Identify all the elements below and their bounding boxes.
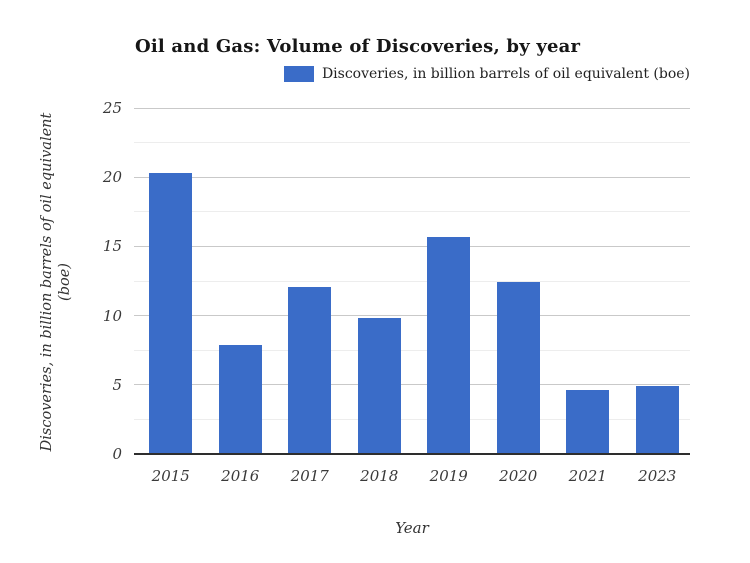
minor-gridline (134, 349, 690, 351)
y-tick-label-25: 25 (102, 99, 122, 117)
minor-gridline (134, 280, 690, 282)
x-axis-tick-labels: 2015 2016 2017 2018 2019 2020 2021 2023 (134, 467, 690, 487)
chart-title: Oil and Gas: Volume of Discoveries, by y… (135, 36, 581, 57)
bar-2018[interactable] (357, 318, 401, 454)
legend: Discoveries, in billion barrels of oil e… (0, 66, 690, 82)
major-gridline (134, 107, 690, 109)
bar-2015[interactable] (149, 173, 193, 454)
bar-2019[interactable] (427, 236, 471, 454)
legend-swatch-icon (283, 66, 314, 82)
y-tick-label-20: 20 (102, 168, 122, 187)
x-tick-label-2016: 2016 (221, 467, 260, 485)
x-tick-label-2018: 2018 (360, 467, 399, 485)
bar-2016[interactable] (218, 344, 262, 454)
bar-2017[interactable] (288, 286, 332, 454)
major-gridline (134, 245, 690, 247)
y-tick-label-10: 10 (102, 306, 122, 325)
x-tick-label-2015: 2015 (151, 467, 190, 485)
x-tick-label-2017: 2017 (290, 467, 329, 485)
bar-2020[interactable] (496, 282, 540, 454)
x-axis-baseline (134, 453, 690, 455)
y-tick-label-0: 0 (112, 445, 122, 463)
bar-2023[interactable] (635, 386, 679, 454)
y-axis-tick-labels: 0 5 10 15 20 25 (0, 99, 122, 463)
minor-gridline (134, 211, 690, 213)
legend-label: Discoveries, in billion barrels of oil e… (321, 66, 690, 82)
y-tick-label-5: 5 (112, 375, 122, 394)
x-tick-label-2020: 2020 (499, 467, 538, 485)
plot-area (134, 107, 690, 455)
x-tick-label-2021: 2021 (568, 467, 607, 485)
x-axis-title: Year (395, 519, 429, 537)
y-tick-label-15: 15 (102, 237, 122, 256)
major-gridline (134, 315, 690, 317)
minor-gridline (134, 142, 690, 144)
x-tick-label-2023: 2023 (638, 467, 677, 485)
major-gridline (134, 176, 690, 178)
minor-gridline (134, 418, 690, 420)
bar-2021[interactable] (566, 390, 610, 454)
x-tick-label-2019: 2019 (429, 467, 468, 485)
major-gridline (134, 384, 690, 386)
